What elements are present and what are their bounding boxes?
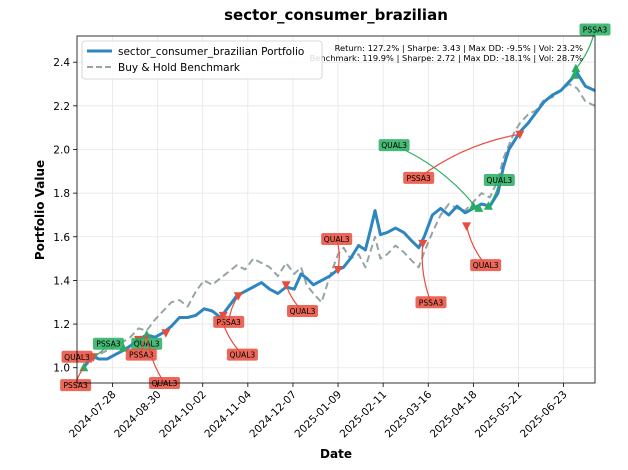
y-tick-label: 2.2 [53, 101, 70, 113]
stats-line-portfolio: Return: 127.2% | Sharpe: 3.43 | Max DD: … [335, 43, 583, 53]
annotation-label: QUAL3 [290, 307, 316, 316]
annotation-box [125, 348, 157, 361]
annotation-box [321, 232, 353, 245]
y-tick-label: 1.6 [53, 232, 70, 244]
buy-marker [142, 329, 152, 339]
annotation-box [579, 23, 611, 36]
annotation-box [403, 171, 435, 184]
annotation-label: PSSA3 [406, 174, 431, 183]
y-tick-label: 1.4 [53, 275, 70, 287]
buy-marker [569, 70, 579, 79]
stats-box: Return: 127.2% | Sharpe: 3.43 | Max DD: … [310, 43, 584, 63]
annotation-box [415, 296, 447, 309]
annotation-box [378, 139, 410, 152]
x-axis-label: Date [320, 447, 352, 461]
legend-label-portfolio: sector_consumer_brazilian Portfolio [118, 46, 304, 58]
y-axis-ticks: 1.0 1.2 1.4 1.6 1.8 2.0 2.2 2.4 [53, 57, 77, 375]
buy-marker [79, 362, 89, 372]
y-tick-label: 1.8 [53, 188, 70, 200]
y-tick-label: 1.2 [53, 319, 70, 331]
annotation-box [470, 259, 502, 272]
buy-marker [474, 203, 484, 212]
y-tick-label: 2.4 [53, 57, 70, 69]
sell-marker [333, 266, 343, 275]
legend-box [81, 40, 323, 80]
annotation-label: QUAL3 [486, 176, 512, 185]
annotation-box [483, 174, 515, 187]
annotation-label: PSSA3 [63, 381, 88, 390]
legend: sector_consumer_brazilian Portfolio Buy … [81, 40, 323, 80]
y-axis-label: Portfolio Value [33, 160, 47, 260]
chart-title: sector_consumer_brazilian [224, 6, 448, 24]
annotation-box [287, 304, 319, 317]
buy-marker [468, 201, 478, 210]
annotation-label: PSSA3 [96, 340, 121, 349]
annotation-label: PSSA3 [583, 25, 608, 34]
annotation-label: QUAL3 [324, 235, 350, 244]
annotation-box [131, 337, 163, 350]
plot-frame [76, 35, 596, 384]
annotation-box [213, 315, 245, 328]
annotation-label: QUAL3 [381, 141, 407, 150]
annotation-box [60, 379, 92, 392]
sell-marker [161, 329, 171, 338]
annotation-label: PSSA3 [217, 318, 242, 327]
annotation-label: QUAL3 [473, 261, 499, 270]
y-tick-label: 1.0 [53, 363, 70, 375]
benchmark-line [83, 83, 596, 369]
annotation-label: QUAL3 [152, 379, 178, 388]
annotation-label: QUAL3 [134, 340, 160, 349]
trade-annotations: PSSA3 QUAL3 PSSA3 QUAL3 PSSA3 QUAL3 PSSA3 QUAL3… [60, 23, 611, 392]
annotation-label: PSSA3 [419, 298, 444, 307]
sell-marker [515, 130, 525, 140]
annotation-box [226, 348, 258, 361]
y-tick-label: 2.0 [53, 144, 70, 156]
annotation-arrow [418, 133, 520, 179]
annotation-box [92, 337, 124, 350]
stats-line-benchmark: Benchmark: 119.9% | Sharpe: 2.72 | Max D… [310, 53, 584, 63]
legend-label-benchmark: Buy & Hold Benchmark [118, 62, 241, 74]
annotation-label: QUAL3 [229, 351, 255, 360]
annotation-label: PSSA3 [129, 351, 154, 360]
